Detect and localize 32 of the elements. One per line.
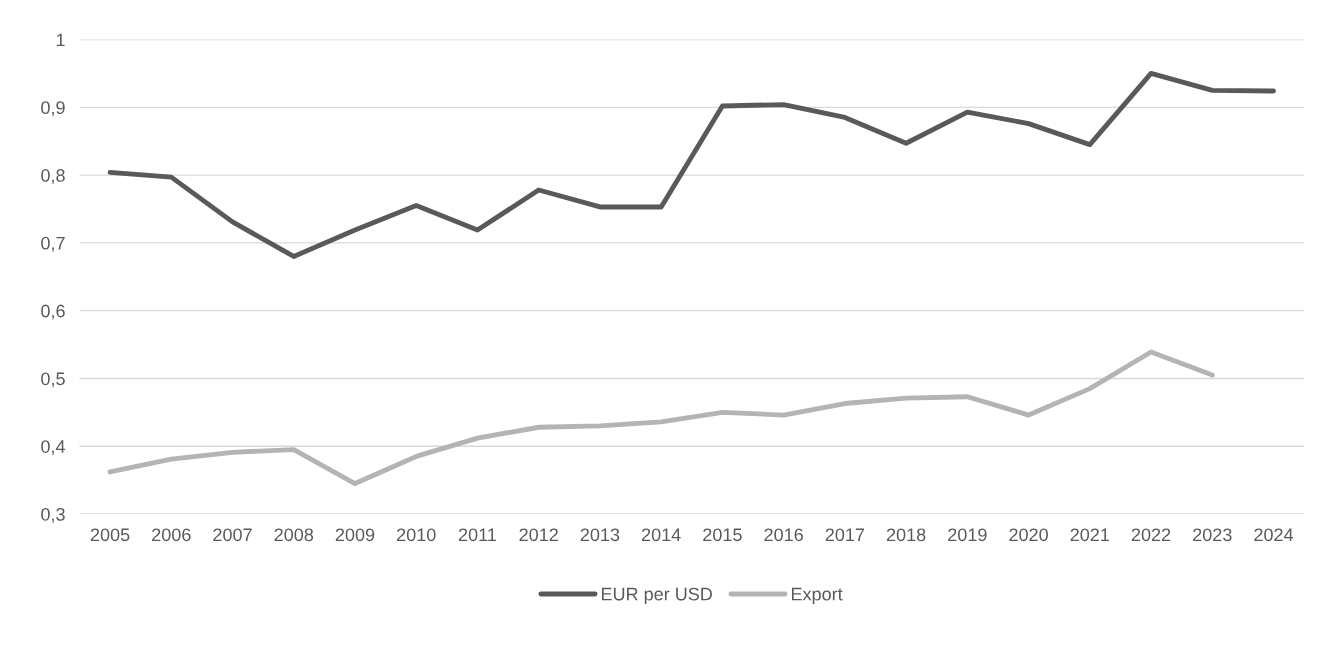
x-tick-label: 2023 bbox=[1193, 528, 1232, 542]
legend-label: EUR per USD bbox=[601, 587, 712, 605]
x-tick-label: 2018 bbox=[886, 528, 926, 542]
x-tick-label: 2017 bbox=[825, 528, 865, 542]
x-tick-label: 2019 bbox=[948, 528, 987, 542]
y-tick-label: 0,7 bbox=[41, 236, 65, 252]
x-tick-label: 2024 bbox=[1254, 528, 1294, 542]
x-tick-label: 2008 bbox=[274, 528, 314, 542]
x-tick-label: 2010 bbox=[397, 528, 436, 542]
y-tick-label: 0,8 bbox=[41, 169, 65, 184]
x-tick-label: 2016 bbox=[764, 528, 803, 542]
x-tick-label: 2020 bbox=[1009, 528, 1048, 542]
y-tick-label: 0,3 bbox=[41, 507, 65, 523]
x-tick-label: 2007 bbox=[213, 528, 252, 542]
line-series bbox=[107, 349, 1215, 486]
x-tick-label: 2009 bbox=[335, 528, 375, 542]
line-series bbox=[107, 71, 1276, 259]
x-tick-label: 2015 bbox=[703, 528, 742, 542]
x-tick-label: 2014 bbox=[642, 528, 681, 542]
y-tick-label: 0,9 bbox=[41, 101, 65, 117]
x-tick-label: 2022 bbox=[1131, 528, 1171, 542]
y-tick-label: 0,6 bbox=[41, 304, 65, 320]
legend-label: Export bbox=[791, 587, 843, 605]
y-tick-label: 1 bbox=[56, 33, 65, 47]
y-tick-label: 0,5 bbox=[41, 372, 65, 388]
x-tick-label: 2011 bbox=[458, 528, 497, 542]
x-tick-label: 2005 bbox=[90, 528, 130, 542]
x-tick-label: 2006 bbox=[152, 528, 191, 542]
x-tick-label: 2012 bbox=[519, 528, 558, 542]
x-tick-label: 2021 bbox=[1070, 528, 1110, 542]
x-tick-label: 2013 bbox=[580, 528, 620, 542]
y-tick-label: 0,4 bbox=[41, 440, 66, 456]
